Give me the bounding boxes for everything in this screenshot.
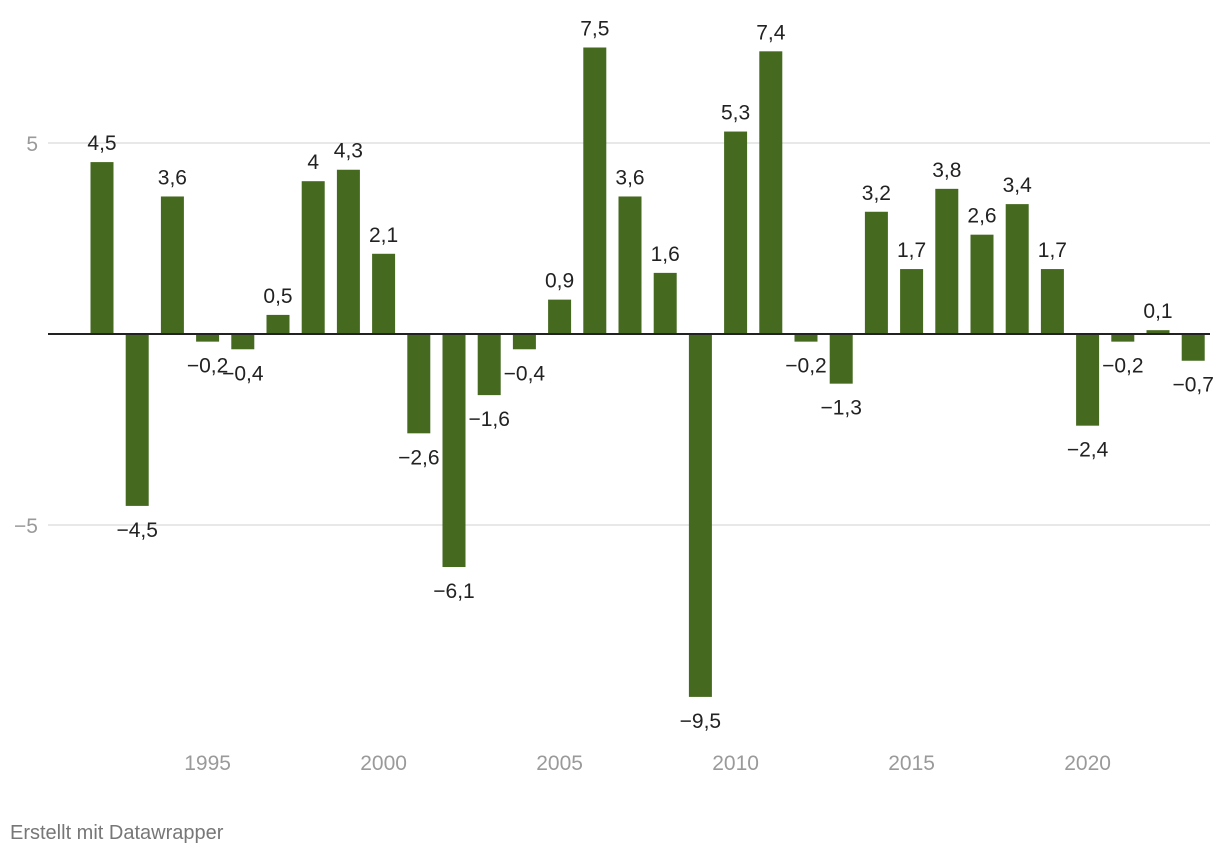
x-tick-label: 2020 [1064,752,1111,775]
value-label: 7,5 [580,18,609,41]
bar [1111,334,1135,342]
value-label: 2,1 [369,224,398,247]
y-tick-label: −5 [14,515,38,538]
value-label: 0,1 [1143,300,1172,323]
bar [583,47,607,334]
value-label: 4 [307,151,319,174]
bar [231,334,255,350]
value-label: −9,5 [680,710,721,733]
bar [970,234,994,334]
bar [864,211,888,334]
x-tick-label: 2015 [888,752,935,775]
value-label: −4,5 [116,519,157,542]
bar [1146,330,1170,334]
gridlines [48,142,1210,526]
y-axis-ticks: 5 −5 [14,133,38,538]
x-tick-label: 2000 [360,752,407,775]
x-tick-label: 2010 [712,752,759,775]
value-label: 3,4 [1003,174,1033,197]
value-label: −0,2 [187,355,228,378]
value-label: 2,6 [967,205,996,228]
bar [266,314,290,334]
bar [618,196,642,334]
value-labels: 4,5−4,53,6−0,2−0,40,54 4,32,1−2,6−6,1−1,6… [87,18,1214,733]
bar [477,334,501,396]
bar [829,334,853,384]
value-label: −0,2 [785,355,826,378]
value-label: −1,6 [468,408,509,431]
value-label: 4,5 [87,132,116,155]
value-label: 1,6 [651,243,680,266]
bar [794,334,818,342]
bar [407,334,431,434]
value-label: −0,7 [1172,374,1213,397]
bar [512,334,536,350]
bar [90,162,114,334]
x-tick-label: 1995 [184,752,231,775]
value-label: −1,3 [820,397,861,420]
value-label: 3,8 [932,159,961,182]
bar [1005,204,1029,334]
bars [90,47,1205,697]
bar [759,51,783,334]
bar [301,181,325,334]
bar [1181,334,1205,361]
bar [442,334,466,568]
value-label: −0,2 [1102,355,1143,378]
x-tick-label: 2005 [536,752,583,775]
bar [336,169,360,334]
value-label: −0,4 [504,362,546,385]
bar [1076,334,1100,426]
value-label: −6,1 [433,580,474,603]
y-tick-label: 5 [26,133,38,156]
footer-credit[interactable]: Erstellt mit Datawrapper [10,822,224,844]
value-label: 3,6 [158,166,187,189]
value-label: 5,3 [721,102,750,125]
x-axis-ticks: 1995 2000 2005 2010 2015 2020 [184,752,1111,775]
value-label: −2,6 [398,446,439,469]
value-label: −2,4 [1067,439,1109,462]
chart: 4,5−4,53,6−0,2−0,40,54 4,32,1−2,6−6,1−1,6… [14,18,1214,776]
value-label: 7,4 [756,21,786,44]
bar [724,131,748,334]
value-label: 0,5 [263,285,292,308]
bar [688,334,712,697]
bar [548,299,572,334]
bar [196,334,220,342]
value-label: 1,7 [897,239,926,262]
value-label: 3,6 [615,166,644,189]
bar [653,272,677,334]
value-label: 1,7 [1038,239,1067,262]
bar [900,269,924,334]
bar [1040,269,1064,334]
value-label: 3,2 [862,182,891,205]
bar [160,196,184,334]
value-label: 0,9 [545,270,574,293]
bar [372,253,396,334]
bar [125,334,149,506]
value-label: 4,3 [334,140,363,163]
bar [935,188,959,334]
value-label: −0,4 [222,362,264,385]
